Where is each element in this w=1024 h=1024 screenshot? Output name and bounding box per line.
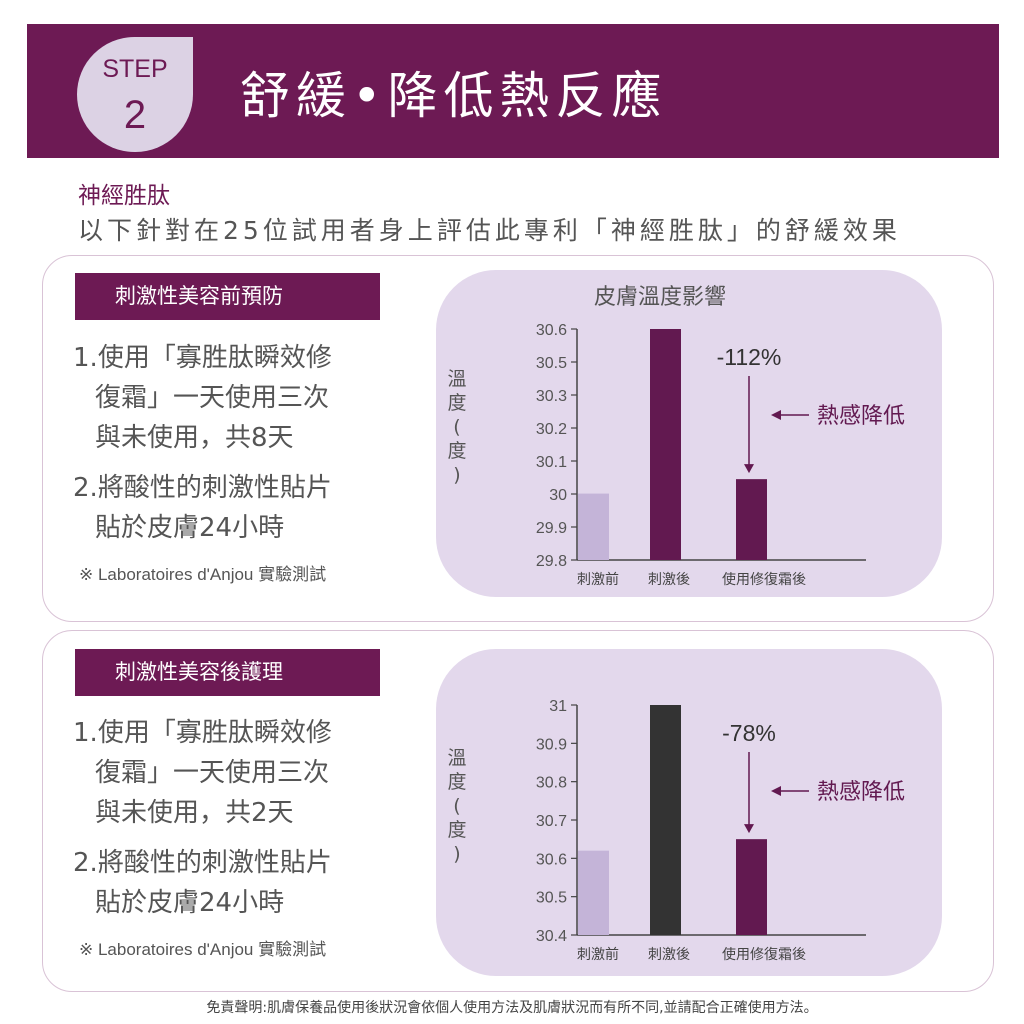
y-axis-label: 度	[447, 819, 466, 841]
down-arrow-head	[744, 824, 754, 834]
y-axis-label: (	[453, 416, 460, 438]
item-number: 2.	[73, 473, 98, 503]
chart-container: 皮膚溫度影響溫度(度) 30.6 30.5 30.3 30.2 30.1 30 29.9 29.…	[436, 270, 942, 597]
list-item: 1.使用「寡胜肽瞬效修 復霜」一天使用三次 與未使用，共2天	[73, 713, 332, 833]
annotation-percent: -112%	[717, 344, 782, 370]
page-title: 舒緩•降低熱反應	[240, 67, 668, 125]
y-tick-label: 30.3	[536, 388, 567, 405]
x-tick-label: 刺激前	[577, 571, 619, 588]
item-line: 使用「寡胜肽瞬效修	[97, 343, 332, 373]
y-axis-label: )	[453, 464, 460, 486]
item-line: 將酸性的刺激性貼片	[97, 848, 332, 878]
chart-skin-temp-prevention: 皮膚溫度影響溫度(度)30.630.530.330.230.13029.929.…	[447, 285, 905, 588]
y-axis-label: 度	[447, 392, 466, 414]
y-axis-label: 度	[447, 440, 466, 462]
side-arrow-head	[771, 410, 781, 420]
chart-container: 溫度(度) 31 30.9 30.8 30.7 30.6 30.5 30.4 刺激前 刺激後 使用修…	[436, 649, 942, 976]
y-tick-label: 30.9	[536, 736, 567, 753]
y-tick-label: 30.6	[536, 851, 567, 868]
x-tick-label: 刺激後	[648, 946, 690, 963]
x-tick-label: 使用修復霜後	[722, 946, 806, 963]
y-axis-label: (	[453, 795, 460, 817]
lab-note: ※ Laboratoires d'Anjou 實驗測試	[79, 940, 327, 959]
bar-1	[578, 850, 609, 935]
y-tick-label: 30.5	[536, 355, 567, 372]
y-tick-label: 30.2	[536, 421, 567, 438]
step-badge: STEP 2	[77, 37, 193, 152]
y-tick-label: 30.1	[536, 454, 567, 471]
panel-aftercare: 刺激性美容後護理 1.使用「寡胜肽瞬效修 復霜」一天使用三次 與未使用，共2天 …	[42, 630, 994, 992]
lab-note: ※ Laboratoires d'Anjou 實驗測試	[79, 565, 327, 584]
bar-1	[578, 493, 609, 560]
bar-3	[736, 839, 767, 935]
list-item: 2.將酸性的刺激性貼片 貼於皮膚24小時	[73, 468, 332, 548]
y-tick-label: 31	[549, 698, 567, 715]
item-line: 將酸性的刺激性貼片	[97, 473, 332, 503]
y-tick-label: 30.7	[536, 813, 567, 830]
item-number: 1.	[73, 343, 98, 373]
annotation-percent: -78%	[722, 720, 776, 746]
item-line: 與未使用，共8天	[95, 423, 294, 453]
intro-description: 以下針對在25位試用者身上評估此專利「神經胜肽」的舒緩效果	[78, 216, 901, 245]
bar-2	[650, 329, 681, 560]
annotation-label: 熱感降低	[817, 780, 905, 805]
y-axis-label: 度	[447, 771, 466, 793]
step-label: STEP	[102, 55, 168, 83]
x-tick-label: 刺激前	[577, 946, 619, 963]
step-number: 2	[123, 93, 147, 137]
list-item: 2.將酸性的刺激性貼片 貼於皮膚24小時	[73, 843, 332, 923]
disclaimer-footer: 免責聲明:肌膚保養品使用後狀況會依個人使用方法及肌膚狀況而有所不同,並請配合正確…	[206, 1000, 818, 1016]
chart-title: 皮膚溫度影響	[594, 285, 726, 310]
item-line: 貼於皮膚24小時	[95, 888, 285, 918]
y-tick-label: 29.9	[536, 520, 567, 537]
y-tick-label: 30	[549, 487, 567, 504]
item-number: 2.	[73, 848, 98, 878]
intro-title: 神經胜肽	[78, 183, 170, 209]
item-line: 貼於皮膚24小時	[95, 513, 285, 543]
y-axis-label: 溫	[447, 747, 466, 769]
bar-2	[650, 705, 681, 935]
x-tick-label: 使用修復霜後	[722, 571, 806, 588]
y-axis-label: 溫	[447, 368, 466, 390]
y-axis-label: )	[453, 843, 460, 865]
item-line: 復霜」一天使用三次	[95, 758, 330, 788]
list-item: 1.使用「寡胜肽瞬效修 復霜」一天使用三次 與未使用，共8天	[73, 338, 332, 458]
x-tick-label: 刺激後	[648, 571, 690, 588]
y-tick-label: 30.5	[536, 890, 567, 907]
side-arrow-head	[771, 786, 781, 796]
y-tick-label: 29.8	[536, 553, 567, 570]
bar-3	[736, 479, 767, 560]
y-tick-label: 30.6	[536, 322, 567, 339]
item-line: 使用「寡胜肽瞬效修	[97, 718, 332, 748]
y-tick-label: 30.8	[536, 775, 567, 792]
item-line: 復霜」一天使用三次	[95, 383, 330, 413]
annotation-label: 熱感降低	[817, 404, 905, 429]
section-label: 刺激性美容後護理	[75, 649, 380, 696]
y-tick-label: 30.4	[536, 928, 567, 945]
item-number: 1.	[73, 718, 98, 748]
down-arrow-head	[744, 464, 754, 474]
section-label: 刺激性美容前預防	[75, 273, 380, 320]
panel-prevention: 刺激性美容前預防 1.使用「寡胜肽瞬效修 復霜」一天使用三次 與未使用，共8天 …	[42, 255, 994, 622]
item-line: 與未使用，共2天	[95, 798, 294, 828]
